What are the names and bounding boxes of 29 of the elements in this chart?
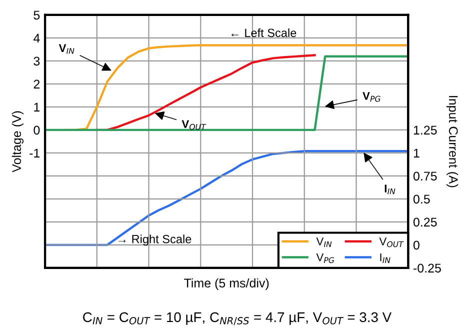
annotation: ← Left Scale (231, 28, 296, 38)
y2-tick-label: 1.25 (414, 126, 437, 135)
y-tick-label: 1 (34, 102, 40, 112)
y2-tick-label: -0.25 (414, 264, 441, 273)
annotation: → Right Scale (118, 234, 192, 246)
y-tick-label: 0 (34, 126, 40, 135)
legend-label: V$_{OUT}$ (379, 238, 404, 248)
legend-label: V$_{IN}$ (316, 238, 332, 248)
annotation: V$_{PG}$ (362, 92, 380, 102)
y-tick-label: 3 (34, 56, 40, 66)
y-tick-label: 2 (34, 80, 40, 88)
y-axis-title: Voltage (V) (12, 111, 24, 172)
y2-axis-title: Input Current (A) (446, 96, 458, 188)
y2-tick-label: 0.75 (413, 172, 437, 181)
y-tick-label: 5 (34, 10, 40, 20)
legend-label: I$_{IN}$ (380, 254, 390, 263)
annotation: V$_{IN}$ (58, 44, 74, 54)
y-tick-label: 4 (34, 34, 40, 42)
annotation: V$_{OUT}$ (182, 120, 206, 130)
y2-tick-label: 0.25 (413, 218, 437, 227)
y-tick-label: -1 (30, 148, 40, 158)
legend-label: V$_{PG}$ (316, 254, 334, 264)
annotation: I$_{IN}$ (384, 184, 396, 194)
x-axis-title: Time (5 ms/div) (184, 278, 269, 290)
line-series (45, 150, 408, 246)
text: C$_{IN}$ = C$_{OUT}$ = 10 µF, C$_{NR/SS}$ = 4.7 µF, V$_{OUT}$ = 3.3 V (83, 312, 392, 326)
y2-tick-label: 0.5 (413, 194, 430, 204)
y2-tick-label: 1 (414, 148, 420, 158)
y2-tick-label: 0 (413, 240, 420, 250)
